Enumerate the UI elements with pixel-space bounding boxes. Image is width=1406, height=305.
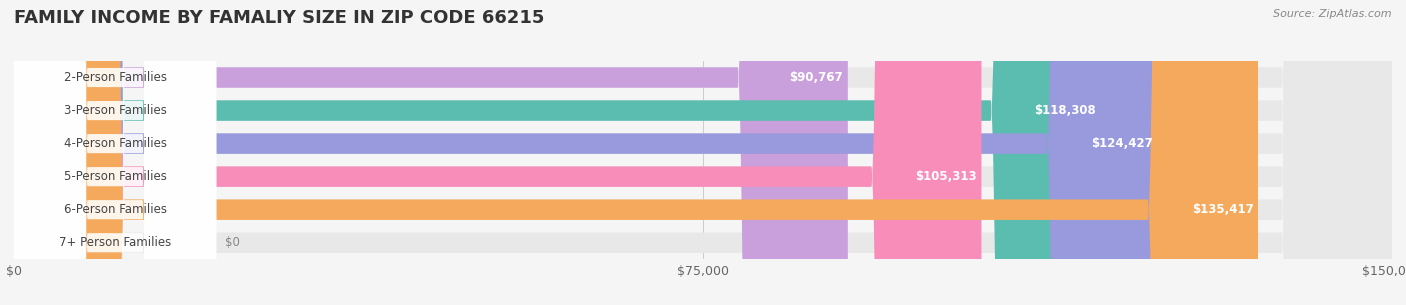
Text: 6-Person Families: 6-Person Families [63, 203, 166, 216]
Text: 7+ Person Families: 7+ Person Families [59, 236, 172, 249]
Text: FAMILY INCOME BY FAMALIY SIZE IN ZIP CODE 66215: FAMILY INCOME BY FAMALIY SIZE IN ZIP COD… [14, 9, 544, 27]
Text: Source: ZipAtlas.com: Source: ZipAtlas.com [1274, 9, 1392, 19]
FancyBboxPatch shape [14, 0, 217, 305]
Text: 3-Person Families: 3-Person Families [63, 104, 166, 117]
Text: $118,308: $118,308 [1035, 104, 1097, 117]
FancyBboxPatch shape [14, 0, 1392, 305]
FancyBboxPatch shape [14, 0, 217, 305]
FancyBboxPatch shape [14, 0, 981, 305]
Text: $105,313: $105,313 [915, 170, 977, 183]
FancyBboxPatch shape [14, 0, 848, 305]
FancyBboxPatch shape [14, 0, 1258, 305]
FancyBboxPatch shape [14, 0, 217, 305]
Text: 5-Person Families: 5-Person Families [63, 170, 166, 183]
Text: $0: $0 [225, 236, 240, 249]
FancyBboxPatch shape [14, 0, 1392, 305]
Text: $90,767: $90,767 [790, 71, 844, 84]
FancyBboxPatch shape [14, 0, 217, 305]
FancyBboxPatch shape [14, 0, 1392, 305]
FancyBboxPatch shape [14, 0, 217, 305]
Text: $135,417: $135,417 [1192, 203, 1253, 216]
FancyBboxPatch shape [14, 0, 217, 305]
FancyBboxPatch shape [14, 0, 1157, 305]
FancyBboxPatch shape [14, 0, 1392, 305]
Text: 2-Person Families: 2-Person Families [63, 71, 166, 84]
Text: $124,427: $124,427 [1091, 137, 1153, 150]
Text: 4-Person Families: 4-Person Families [63, 137, 166, 150]
FancyBboxPatch shape [14, 0, 1101, 305]
FancyBboxPatch shape [14, 0, 1392, 305]
FancyBboxPatch shape [14, 0, 1392, 305]
